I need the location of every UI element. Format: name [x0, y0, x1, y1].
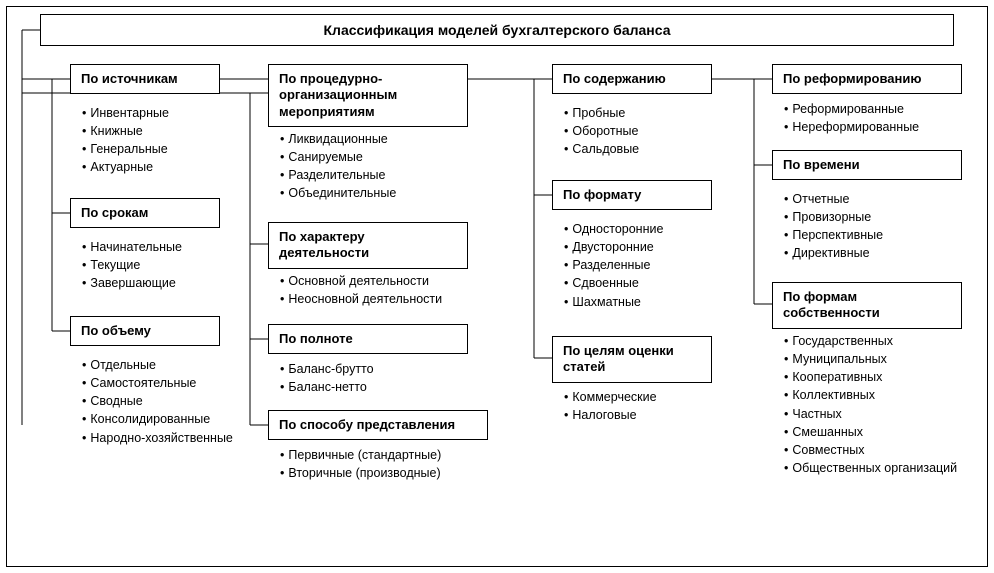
list-item: Совместных	[784, 441, 957, 459]
list-item: Консолидированные	[82, 410, 233, 428]
category-items: ОтдельныеСамостоятельныеСводныеКонсолиди…	[82, 356, 233, 447]
list-item: Баланс-нетто	[280, 378, 374, 396]
list-item: Сдвоенные	[564, 274, 663, 292]
list-item: Неосновной деятельности	[280, 290, 442, 308]
list-item: Двусторонние	[564, 238, 663, 256]
category-box: По объему	[70, 316, 220, 346]
list-item: Отчетные	[784, 190, 883, 208]
list-item: Разделенные	[564, 256, 663, 274]
list-item: Начинательные	[82, 238, 182, 256]
list-item: Налоговые	[564, 406, 657, 424]
category-box: По реформированию	[772, 64, 962, 94]
category-box: По характеру деятельности	[268, 222, 468, 269]
list-item: Перспективные	[784, 226, 883, 244]
list-item: Самостоятельные	[82, 374, 233, 392]
diagram-title: Классификация моделей бухгалтерского бал…	[40, 14, 954, 46]
list-item: Общественных организаций	[784, 459, 957, 477]
list-item: Народно-хозяйственные	[82, 429, 233, 447]
category-box: По срокам	[70, 198, 220, 228]
list-item: Смешанных	[784, 423, 957, 441]
list-item: Отдельные	[82, 356, 233, 374]
list-item: Государственных	[784, 332, 957, 350]
list-item: Завершающие	[82, 274, 182, 292]
list-item: Ликвидационные	[280, 130, 396, 148]
list-item: Директивные	[784, 244, 883, 262]
category-box: По полноте	[268, 324, 468, 354]
list-item: Нереформированные	[784, 118, 919, 136]
list-item: Пробные	[564, 104, 639, 122]
list-item: Муниципальных	[784, 350, 957, 368]
list-item: Книжные	[82, 122, 169, 140]
list-item: Кооперативных	[784, 368, 957, 386]
category-box: По содержанию	[552, 64, 712, 94]
category-items: ПробныеОборотныеСальдовые	[564, 104, 639, 158]
list-item: Коллективных	[784, 386, 957, 404]
list-item: Актуарные	[82, 158, 169, 176]
list-item: Генеральные	[82, 140, 169, 158]
list-item: Основной деятельности	[280, 272, 442, 290]
category-items: НачинательныеТекущиеЗавершающие	[82, 238, 182, 292]
list-item: Провизорные	[784, 208, 883, 226]
category-box: По источникам	[70, 64, 220, 94]
category-items: ЛиквидационныеСанируемыеРазделительныеОб…	[280, 130, 396, 203]
list-item: Частных	[784, 405, 957, 423]
list-item: Коммерческие	[564, 388, 657, 406]
category-items: Баланс-бруттоБаланс-нетто	[280, 360, 374, 396]
category-items: ОдносторонниеДвусторонниеРазделенныеСдво…	[564, 220, 663, 311]
category-items: КоммерческиеНалоговые	[564, 388, 657, 424]
category-box: По формату	[552, 180, 712, 210]
list-item: Текущие	[82, 256, 182, 274]
list-item: Первичные (стандартные)	[280, 446, 441, 464]
list-item: Инвентарные	[82, 104, 169, 122]
category-items: Первичные (стандартные)Вторичные (произв…	[280, 446, 441, 482]
list-item: Баланс-брутто	[280, 360, 374, 378]
list-item: Сальдовые	[564, 140, 639, 158]
list-item: Разделительные	[280, 166, 396, 184]
category-box: По формам собственности	[772, 282, 962, 329]
list-item: Сводные	[82, 392, 233, 410]
category-box: По времени	[772, 150, 962, 180]
list-item: Односторонние	[564, 220, 663, 238]
category-items: РеформированныеНереформированные	[784, 100, 919, 136]
list-item: Оборотные	[564, 122, 639, 140]
category-items: ИнвентарныеКнижныеГенеральныеАктуарные	[82, 104, 169, 177]
list-item: Вторичные (производные)	[280, 464, 441, 482]
list-item: Реформированные	[784, 100, 919, 118]
category-items: ГосударственныхМуниципальныхКооперативны…	[784, 332, 957, 477]
category-items: Основной деятельностиНеосновной деятельн…	[280, 272, 442, 308]
category-box: По способу представления	[268, 410, 488, 440]
list-item: Санируемые	[280, 148, 396, 166]
list-item: Шахматные	[564, 293, 663, 311]
list-item: Объединительные	[280, 184, 396, 202]
category-box: По целям оценки статей	[552, 336, 712, 383]
category-box: По процедурно- организационным мероприят…	[268, 64, 468, 127]
category-items: ОтчетныеПровизорныеПерспективныеДиректив…	[784, 190, 883, 263]
